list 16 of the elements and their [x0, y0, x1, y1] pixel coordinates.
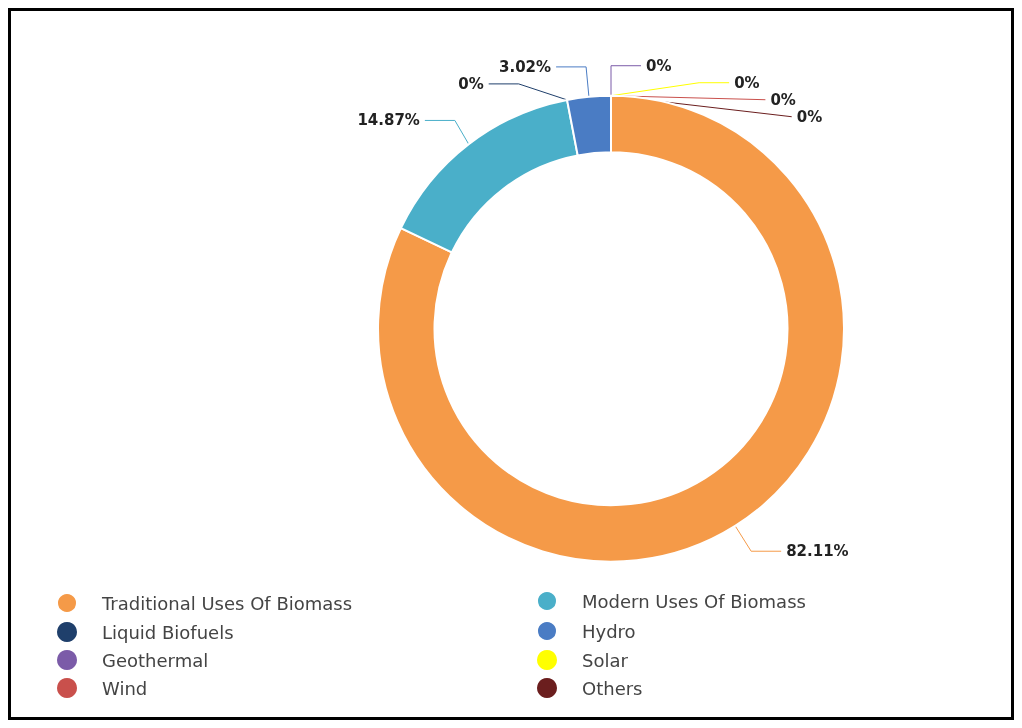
legend-label: Others: [582, 677, 643, 699]
legend-label: Solar: [582, 649, 629, 671]
data-label: 3.02%: [499, 57, 552, 76]
legend-label: Wind: [102, 677, 148, 699]
legend-label: Traditional Uses Of Biomass: [101, 592, 353, 614]
legend-label: Hydro: [582, 620, 636, 642]
text: 0%: [646, 56, 672, 75]
text: 0%: [458, 74, 484, 93]
text: 0%: [734, 73, 760, 92]
legend-label: Modern Uses Of Biomass: [582, 590, 806, 612]
legend-label: Geothermal: [102, 649, 209, 671]
legend-label: Liquid Biofuels: [102, 621, 234, 643]
text: 0%: [796, 107, 823, 126]
text: 0%: [770, 90, 796, 109]
data-label: 82.11%: [786, 542, 849, 561]
data-label: 14.87%: [357, 111, 420, 130]
